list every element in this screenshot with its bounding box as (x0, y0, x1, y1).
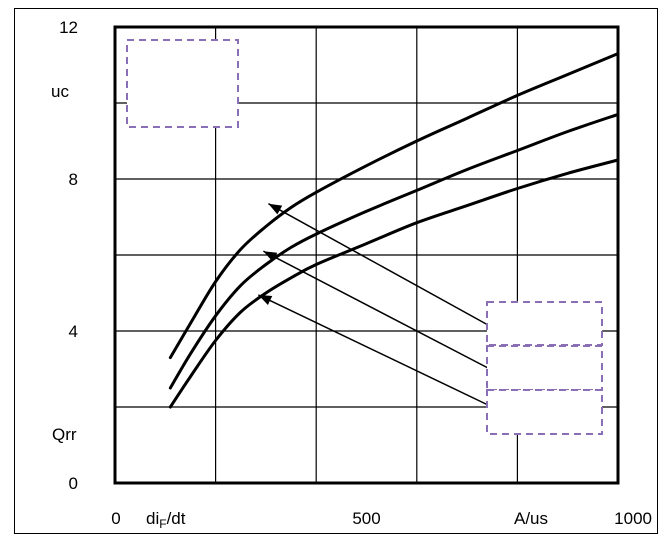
y-axis-label: Qrr (52, 425, 77, 444)
plot-area-border (113, 25, 620, 485)
x-tick-label: 500 (352, 509, 380, 528)
placeholder-box-4 (486, 389, 603, 435)
placeholder-box-1 (126, 39, 239, 128)
annotation-arrow-line-3 (258, 294, 489, 406)
curves (168, 52, 620, 409)
x-axis-unit: A/us (514, 509, 548, 528)
annotation-arrow-line-1 (268, 203, 489, 326)
annotation-arrowhead-1 (268, 203, 283, 215)
x-tick-label: 1000 (614, 509, 652, 528)
y-tick-label: 8 (69, 170, 78, 189)
arrows (258, 203, 489, 406)
y-tick-label: 0 (69, 474, 78, 493)
placeholders (126, 39, 603, 435)
series-line-3 (168, 158, 620, 409)
placeholder-box-2 (486, 301, 603, 346)
x-axis-label-tail: /dt (167, 509, 186, 528)
y-axis-unit: uc (51, 82, 69, 101)
placeholder-box-3 (486, 345, 603, 391)
y-tick-label: 4 (69, 322, 78, 341)
annotation-arrow-line-2 (263, 250, 489, 369)
annotation-arrowhead-2 (263, 251, 278, 262)
series-line-1 (168, 52, 620, 360)
annotation-arrowhead-3 (258, 294, 273, 306)
x-axis-label: diF/dt (146, 509, 186, 531)
x-tick-label: 0 (111, 509, 120, 528)
x-axis-label-main: di (146, 509, 159, 528)
figure-frame (14, 8, 658, 534)
series-line-2 (168, 112, 620, 390)
y-tick-label: 12 (59, 18, 78, 37)
ticks: 0 4 8 12 0 500 1000 (59, 18, 652, 528)
x-axis-label-subscript: F (159, 517, 166, 531)
